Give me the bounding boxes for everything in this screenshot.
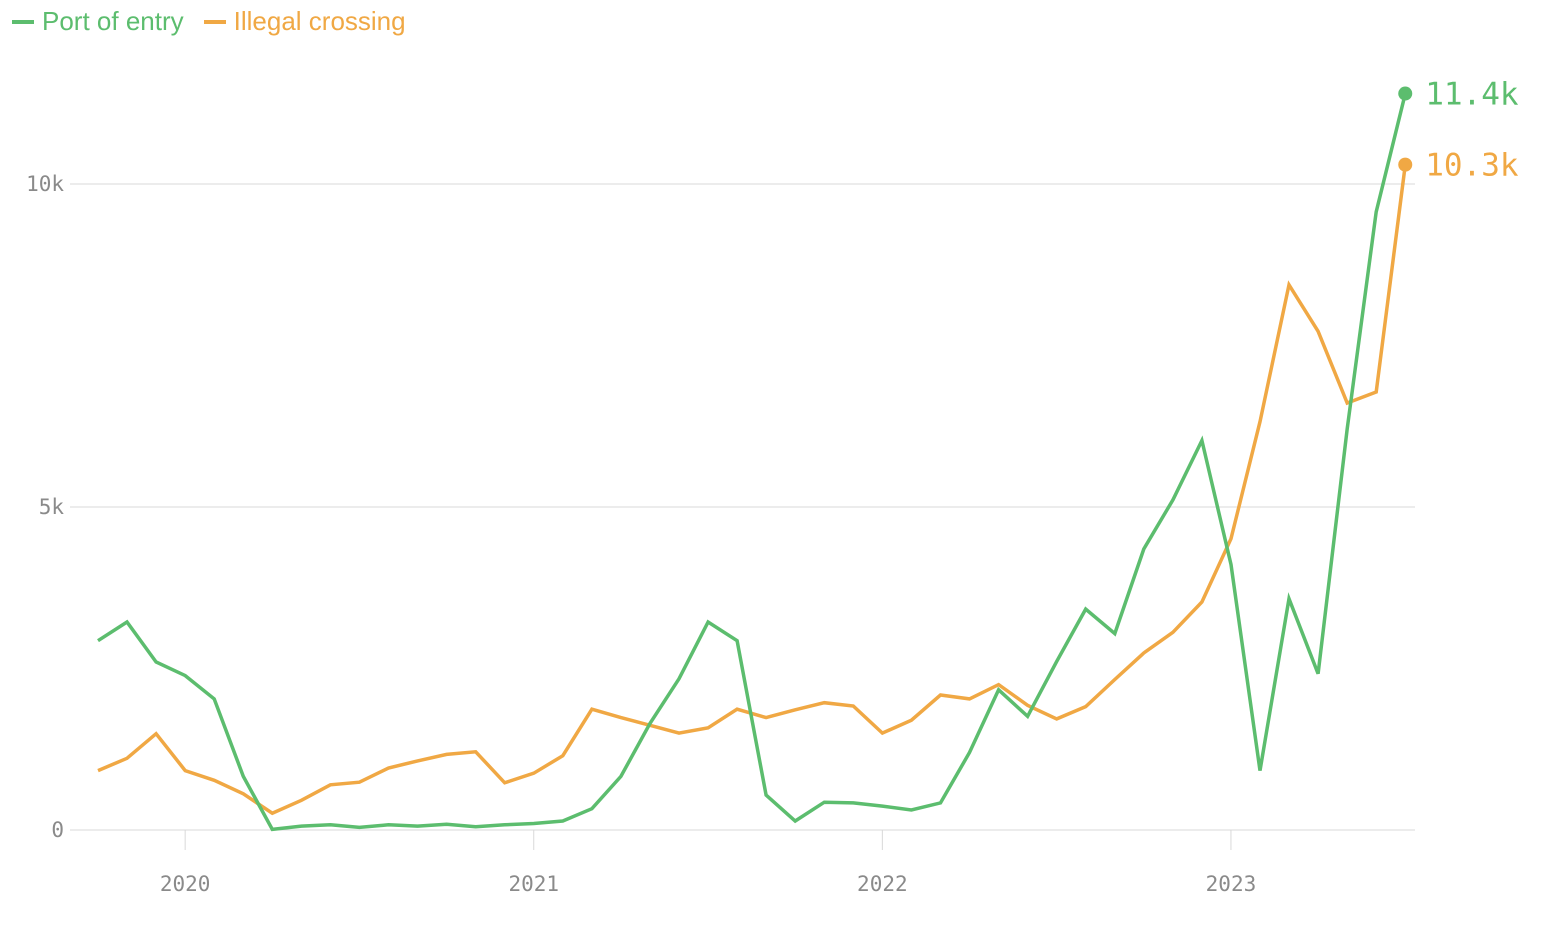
legend-swatch-port-of-entry [12, 19, 34, 24]
legend: Port of entry Illegal crossing [12, 6, 406, 37]
legend-label-illegal-crossing: Illegal crossing [233, 6, 406, 36]
grid-layer: 0 5k 10k [26, 172, 1415, 842]
x-tick-label-2021: 2021 [508, 872, 559, 896]
series-line-port-of-entry [97, 93, 1407, 832]
x-axis: 2020 2021 2022 2023 [160, 830, 1256, 896]
end-labels: 10.3k 11.4k [1398, 77, 1519, 184]
end-label-port-of-entry: 11.4k [1425, 77, 1519, 113]
y-tick-label-5k: 5k [39, 495, 65, 519]
end-point-illegal-crossing [1398, 157, 1413, 172]
x-tick-label-2020: 2020 [160, 872, 211, 896]
legend-item-port-of-entry[interactable]: Port of entry [12, 6, 184, 37]
y-tick-label-10k: 10k [26, 172, 64, 196]
legend-label-port-of-entry: Port of entry [42, 6, 184, 36]
legend-swatch-illegal-crossing [203, 19, 226, 24]
end-point-port-of-entry [1398, 86, 1413, 101]
end-label-illegal-crossing: 10.3k [1425, 148, 1519, 184]
series-layer [97, 93, 1408, 832]
x-tick-label-2023: 2023 [1206, 872, 1257, 896]
legend-item-illegal-crossing[interactable]: Illegal crossing [203, 6, 406, 37]
y-tick-label-0: 0 [51, 818, 64, 842]
x-tick-label-2022: 2022 [857, 872, 908, 896]
